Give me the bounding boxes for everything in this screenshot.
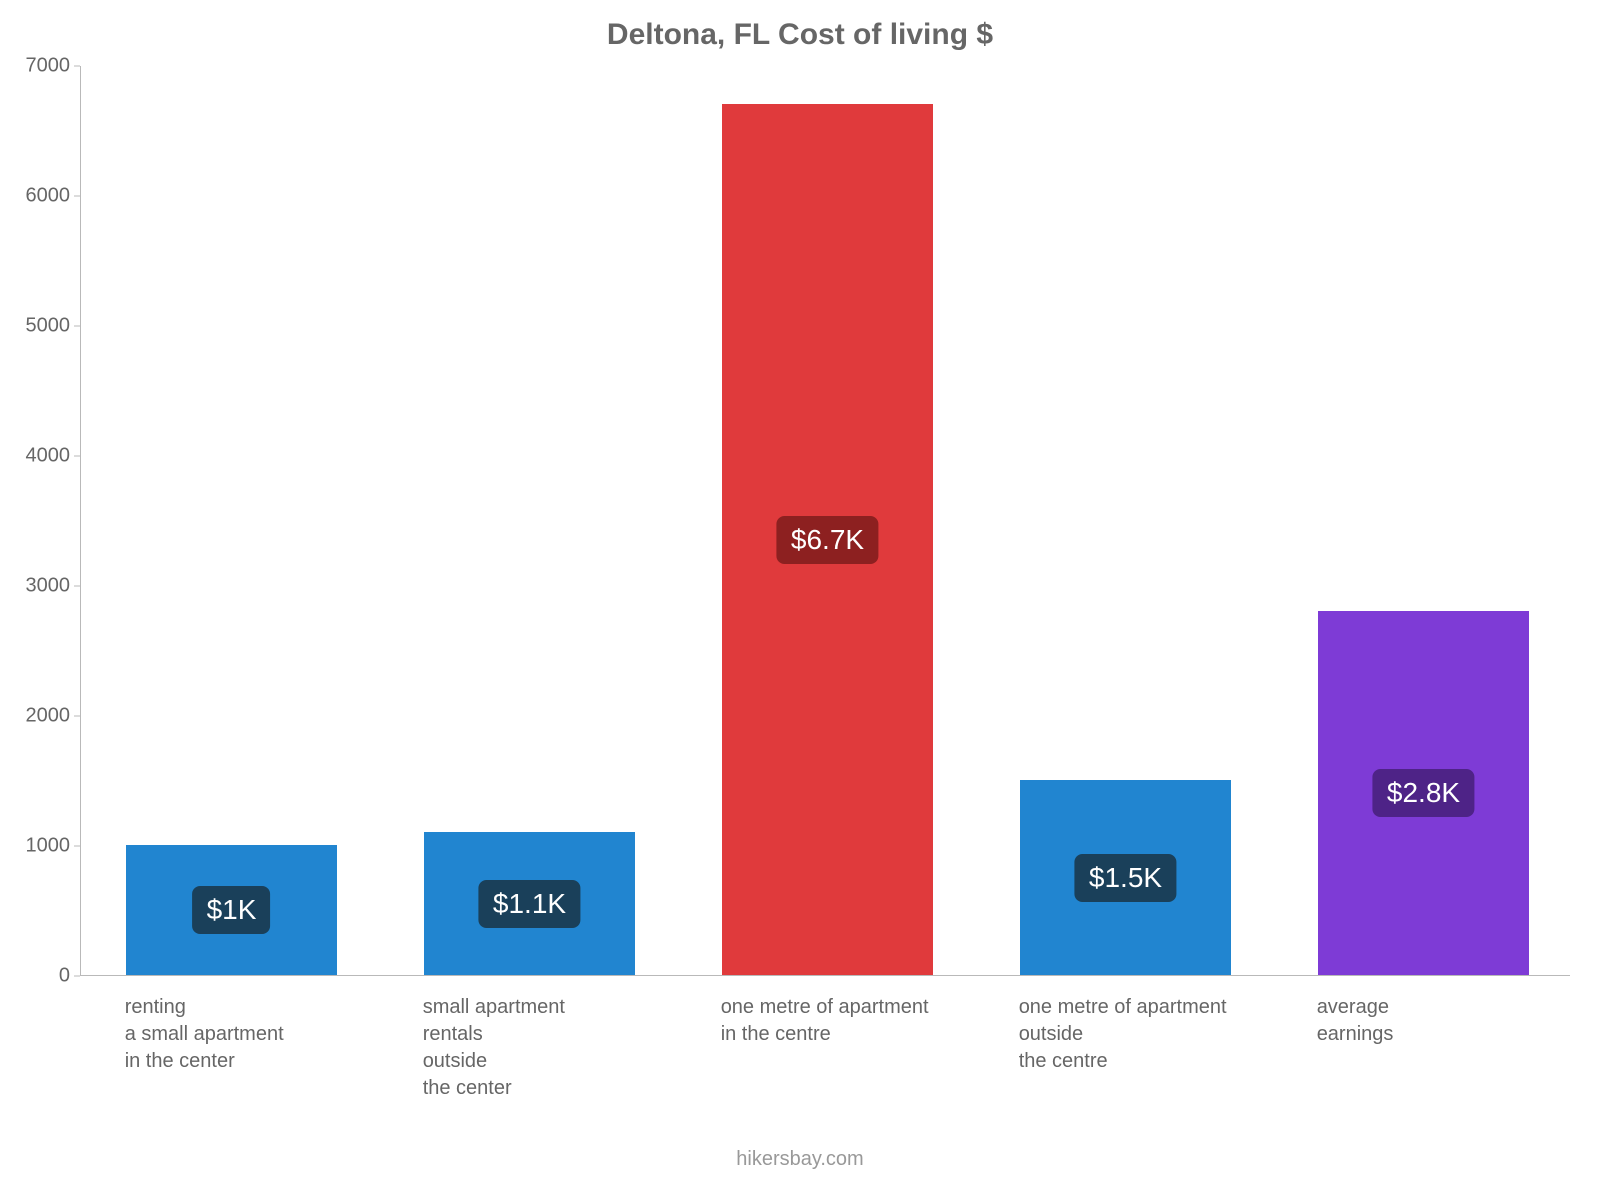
y-axis-tick-label: 5000	[0, 315, 70, 338]
y-axis-tick-label: 4000	[0, 445, 70, 468]
x-axis-category-label: one metre of apartment in the centre	[721, 994, 929, 1048]
y-axis-tick-mark	[74, 66, 80, 67]
y-axis-tick-mark	[74, 586, 80, 587]
x-axis-category-label: one metre of apartment outside the centr…	[1019, 994, 1227, 1075]
y-axis-tick-label: 6000	[0, 185, 70, 208]
x-axis-category-label: small apartment rentals outside the cent…	[423, 994, 565, 1102]
bar-value-badge: $1.1K	[479, 880, 580, 928]
chart-title: Deltona, FL Cost of living $	[0, 18, 1600, 52]
bar-value-badge: $1K	[193, 886, 271, 934]
x-axis-category-label: average earnings	[1317, 994, 1394, 1048]
y-axis-tick-label: 2000	[0, 705, 70, 728]
bar-value-badge: $2.8K	[1373, 769, 1474, 817]
x-axis-category-label: renting a small apartment in the center	[125, 994, 284, 1075]
attribution-text: hikersbay.com	[0, 1148, 1600, 1171]
plot-area: $1K $1.1K $6.7K $1.5K $2.8K	[80, 66, 1570, 976]
bar-value-badge: $6.7K	[777, 516, 878, 564]
y-axis-tick-mark	[74, 846, 80, 847]
y-axis-tick-label: 7000	[0, 55, 70, 78]
y-axis-tick-label: 3000	[0, 575, 70, 598]
y-axis-tick-mark	[74, 196, 80, 197]
cost-of-living-chart: Deltona, FL Cost of living $ $1K $1.1K $6.…	[0, 0, 1600, 1200]
bar-value-badge: $1.5K	[1075, 854, 1176, 902]
y-axis-tick-mark	[74, 326, 80, 327]
y-axis-tick-mark	[74, 456, 80, 457]
y-axis-tick-label: 0	[0, 965, 70, 988]
y-axis-tick-label: 1000	[0, 835, 70, 858]
y-axis-tick-mark	[74, 716, 80, 717]
y-axis-tick-mark	[74, 976, 80, 977]
